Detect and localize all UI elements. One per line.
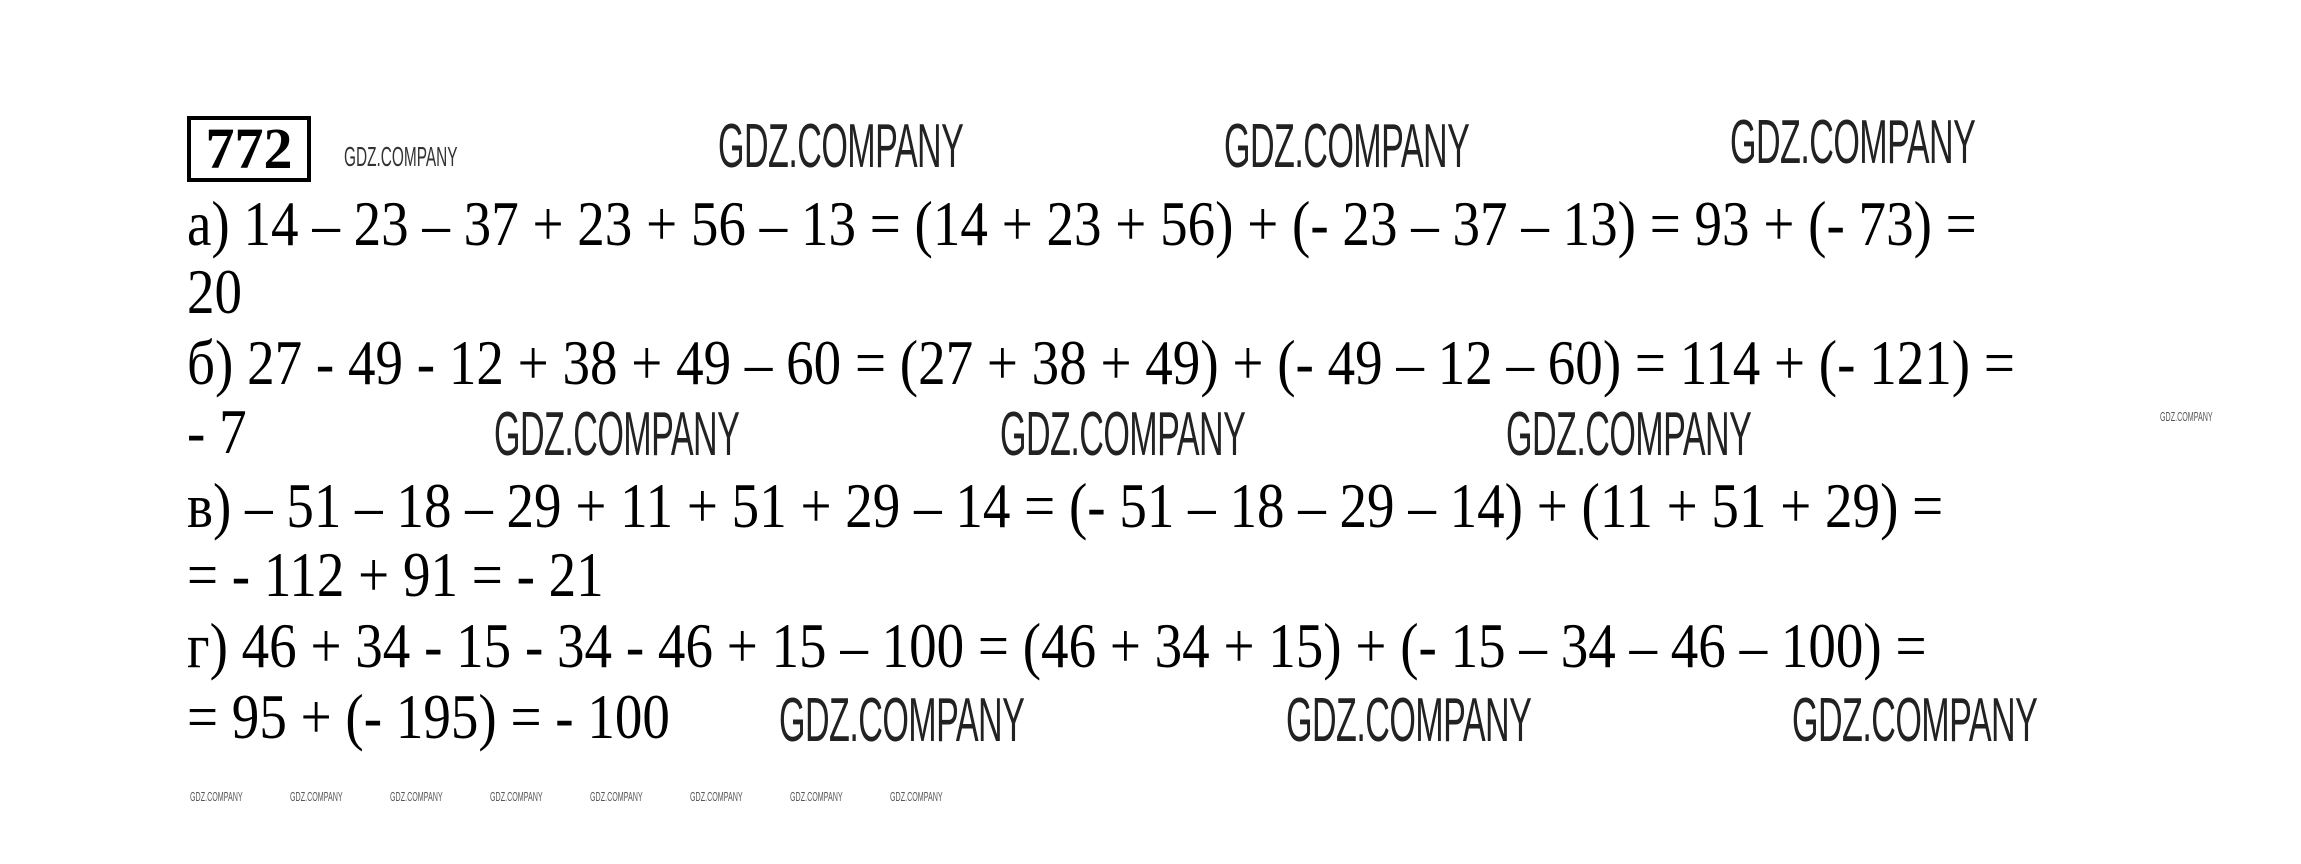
solution-line-v-result: = - 112 + 91 = - 21 [187, 539, 604, 610]
solution-line-b-result: - 7 [187, 396, 247, 467]
solution-line-a: а) 14 – 23 – 37 + 23 + 56 – 13 = (14 + 2… [187, 188, 1977, 259]
watermark: GDZ.COMPANY [890, 789, 943, 804]
solution-line-b: б) 27 - 49 - 12 + 38 + 49 – 60 = (27 + 3… [187, 327, 2015, 398]
watermark: GDZ.COMPANY [290, 789, 343, 804]
watermark: GDZ.COMPANY [494, 400, 740, 469]
watermark: GDZ.COMPANY [190, 789, 243, 804]
watermark: GDZ.COMPANY [790, 789, 843, 804]
solution-line-g-result: = 95 + (- 195) = - 100 [187, 681, 670, 752]
solution-line-v: в) – 51 – 18 – 29 + 11 + 51 + 29 – 14 = … [187, 470, 1944, 541]
watermark: GDZ.COMPANY [1286, 686, 1532, 755]
watermark: GDZ.COMPANY [1792, 686, 2038, 755]
watermark: GDZ.COMPANY [490, 789, 543, 804]
watermark: GDZ.COMPANY [590, 789, 643, 804]
solution-line-a-result: 20 [187, 256, 243, 327]
solution-line-g: г) 46 + 34 - 15 - 34 - 46 + 15 – 100 = (… [187, 610, 1927, 681]
watermark: GDZ.COMPANY [1000, 400, 1246, 469]
problem-number: 772 [187, 116, 311, 182]
watermark: GDZ.COMPANY [390, 789, 443, 804]
watermark: GDZ.COMPANY [2160, 409, 2213, 424]
watermark: GDZ.COMPANY [690, 789, 743, 804]
watermark: GDZ.COMPANY [1224, 112, 1470, 181]
watermark: GDZ.COMPANY [1730, 108, 1976, 177]
watermark: GDZ.COMPANY [344, 141, 458, 172]
watermark: GDZ.COMPANY [718, 112, 964, 181]
watermark: GDZ.COMPANY [1506, 400, 1752, 469]
watermark: GDZ.COMPANY [779, 686, 1025, 755]
